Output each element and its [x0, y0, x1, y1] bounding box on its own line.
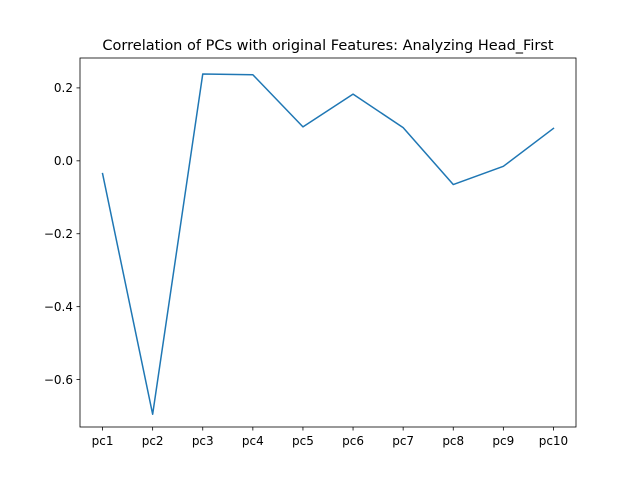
- series-line-0: [101, 73, 555, 415]
- x-tick-label-pc10: pc10: [539, 434, 568, 448]
- y-tick-label-1: 0.0: [54, 154, 73, 168]
- x-tick-label-pc5: pc5: [292, 434, 314, 448]
- x-tick-label-pc1: pc1: [92, 434, 114, 448]
- chart-title: Correlation of PCs with original Feature…: [102, 38, 553, 54]
- y-tick-label-0: 0.2: [54, 81, 73, 95]
- x-tick-label-pc2: pc2: [142, 434, 164, 448]
- x-tick-label-pc8: pc8: [442, 434, 464, 448]
- y-tick-label-2: −0.2: [44, 227, 73, 241]
- x-tick-label-pc9: pc9: [492, 434, 514, 448]
- plot-area: pc1 pc2 pc3 pc4 pc5 pc6 pc7 pc8 pc9 pc10 0.2 0.0 −0.…: [44, 57, 577, 448]
- axes-frame: [79, 57, 577, 428]
- x-tick-label-pc4: pc4: [242, 434, 264, 448]
- x-tick-label-pc3: pc3: [192, 434, 214, 448]
- y-tick-label-3: −0.4: [44, 300, 73, 314]
- y-tick-label-4: −0.6: [44, 373, 73, 387]
- x-tick-label-pc6: pc6: [342, 434, 364, 448]
- x-tick-label-pc7: pc7: [392, 434, 414, 448]
